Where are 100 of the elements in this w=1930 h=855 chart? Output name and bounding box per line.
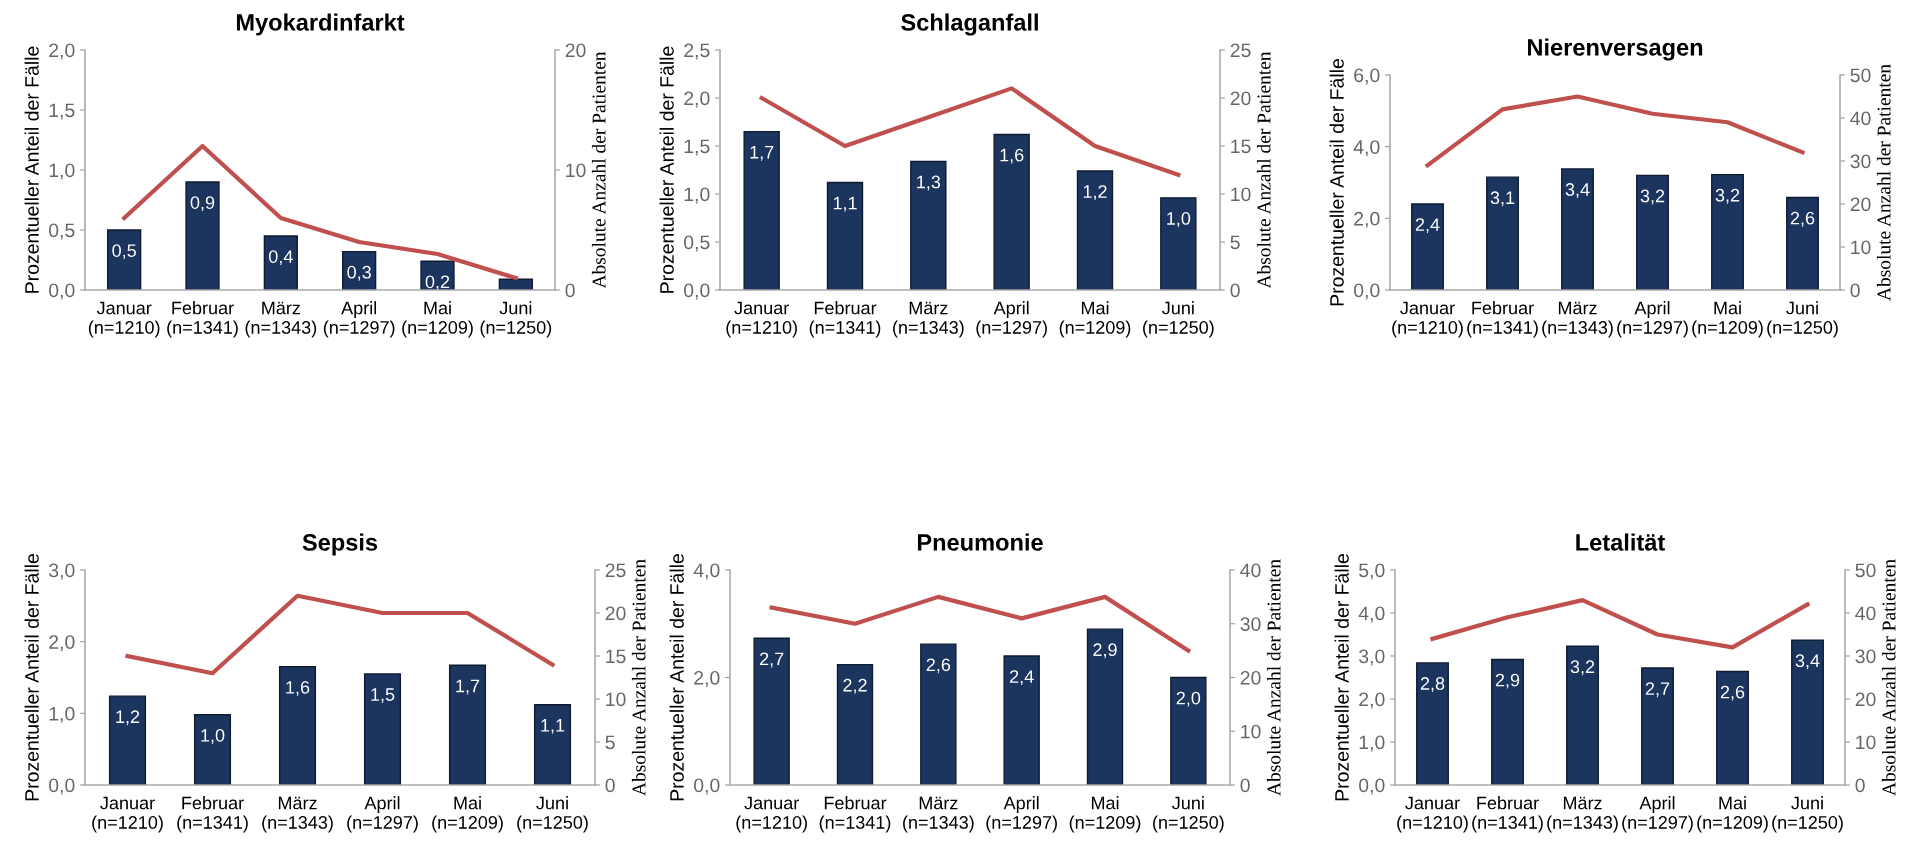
y2-tick-label: 30 <box>1850 154 1871 169</box>
y2-tick-label: 40 <box>1240 563 1261 578</box>
y2-tick-label: 10 <box>1241 724 1261 739</box>
y-tick-label: 6,0 <box>1354 68 1380 85</box>
data-label: 1,1 <box>833 196 857 212</box>
x-tick-label: März (n=1343) <box>1547 796 1618 833</box>
data-label: 1,7 <box>750 145 774 161</box>
y-tick-label: 2,0 <box>694 670 720 688</box>
data-label: 2,4 <box>1415 218 1440 234</box>
data-label: 1,3 <box>917 175 941 191</box>
y2-tick-label: 0 <box>1240 778 1250 793</box>
data-label: 3,4 <box>1795 654 1820 670</box>
y2-tick-label: 50 <box>1855 563 1876 578</box>
data-label: 1,6 <box>286 680 310 696</box>
chart-title: Myokardinfarkt <box>236 13 405 36</box>
y-tick-label: 1,0 <box>49 163 75 180</box>
bar <box>743 130 780 290</box>
y-tick-label: 0,0 <box>1354 283 1380 300</box>
x-tick-label: März (n=1343) <box>903 796 974 833</box>
data-label: 3,2 <box>1640 189 1665 205</box>
bar <box>993 133 1030 290</box>
y2-tick-label: 20 <box>1850 197 1871 212</box>
x-tick-label: März (n=1343) <box>893 301 964 338</box>
x-tick-label: Februar (n=1341) <box>177 796 248 833</box>
x-tick-label: Juni (n=1250) <box>1153 796 1224 833</box>
data-label: 1,7 <box>456 679 480 695</box>
y2-axis-title: Absolute Anzahl der Patienten <box>1266 559 1281 796</box>
y-tick-label: 0,5 <box>684 235 710 252</box>
data-label: 1,0 <box>1167 212 1191 227</box>
data-label: 0,2 <box>425 275 450 291</box>
y2-tick-label: 30 <box>1855 649 1876 664</box>
bar <box>1170 676 1207 785</box>
bar <box>1636 174 1669 290</box>
y2-tick-label: 40 <box>1850 111 1871 126</box>
y2-tick-label: 20 <box>1855 692 1876 707</box>
x-tick-label: Mai (n=1209) <box>402 301 473 338</box>
data-label: 2,6 <box>926 658 951 674</box>
chart-title: Schlaganfall <box>901 13 1038 36</box>
bar <box>363 673 402 785</box>
x-tick-label: Februar (n=1341) <box>819 796 891 833</box>
data-label: 2,7 <box>1645 682 1670 698</box>
x-tick-label: April (n=1297) <box>347 796 418 833</box>
y-tick-label: 1,5 <box>684 139 710 156</box>
bar <box>753 637 790 785</box>
x-tick-label: Mai (n=1209) <box>1069 796 1141 833</box>
y-axis-title: Prozentueller Anteil der Fälle <box>24 554 39 801</box>
bar <box>263 235 298 290</box>
bar <box>1491 658 1524 785</box>
x-tick-label: Februar (n=1341) <box>1467 301 1538 338</box>
data-label: 1,2 <box>116 710 140 726</box>
y2-tick-label: 0 <box>605 778 615 793</box>
x-tick-label: Juni (n=1250) <box>480 301 552 338</box>
data-label: 0,9 <box>190 196 215 212</box>
x-tick-label: April (n=1297) <box>976 301 1047 338</box>
y-tick-label: 5,0 <box>1359 563 1385 580</box>
y-tick-label: 4,0 <box>1353 140 1380 157</box>
chart-title: Letalität <box>1576 533 1665 551</box>
x-tick-label: Juni (n=1250) <box>1767 301 1838 338</box>
data-label: 2,9 <box>1093 643 1117 659</box>
y-tick-label: 1,0 <box>1359 735 1385 752</box>
y-tick-label: 3,0 <box>48 563 75 580</box>
y-tick-label: 0,0 <box>49 778 75 795</box>
y2-axis-title: Absolute Anzahl der Patienten <box>591 51 606 289</box>
y2-tick-label: 0 <box>1230 283 1240 298</box>
y2-tick-label: 15 <box>1231 139 1251 154</box>
y-axis-title: Prozentueller Anteil der Fälle <box>1329 59 1344 306</box>
data-label: 3,4 <box>1565 183 1590 198</box>
bar <box>1076 170 1114 290</box>
chart-title: Sepsis <box>302 533 378 556</box>
x-tick-label: Juni (n=1250) <box>517 796 588 833</box>
x-tick-label: Januar (n=1210) <box>1392 301 1463 338</box>
y-tick-label: 2,5 <box>684 43 710 60</box>
x-tick-label: April (n=1297) <box>323 301 395 338</box>
data-label: 2,6 <box>1790 211 1815 227</box>
data-label: 1,5 <box>371 688 395 704</box>
bar <box>836 663 874 785</box>
y-tick-label: 0,5 <box>49 223 75 240</box>
bar <box>278 666 317 785</box>
data-label: 1,2 <box>1083 185 1107 201</box>
bar <box>826 181 864 290</box>
x-tick-label: März (n=1343) <box>1542 301 1613 338</box>
bar <box>1003 655 1040 785</box>
x-tick-label: März (n=1343) <box>262 796 333 833</box>
y-tick-label: 0,0 <box>49 283 75 300</box>
bar <box>1416 662 1449 785</box>
y2-tick-label: 0 <box>1855 778 1865 793</box>
y2-tick-label: 20 <box>1240 670 1261 685</box>
y2-tick-label: 20 <box>1230 91 1251 106</box>
data-label: 1,6 <box>1000 148 1024 164</box>
y2-tick-label: 5 <box>605 735 615 750</box>
y-tick-label: 2,0 <box>684 91 710 108</box>
bar <box>108 695 147 785</box>
y2-tick-label: 5 <box>1230 235 1240 250</box>
x-tick-label: Januar (n=1210) <box>92 796 163 833</box>
bar <box>448 664 487 785</box>
y-axis-title: Prozentueller Anteil der Fälle <box>24 46 39 293</box>
y-tick-label: 1,0 <box>49 706 75 723</box>
x-tick-label: Februar (n=1341) <box>1472 796 1543 833</box>
data-label: 3,2 <box>1570 660 1595 676</box>
bar <box>1086 628 1124 785</box>
